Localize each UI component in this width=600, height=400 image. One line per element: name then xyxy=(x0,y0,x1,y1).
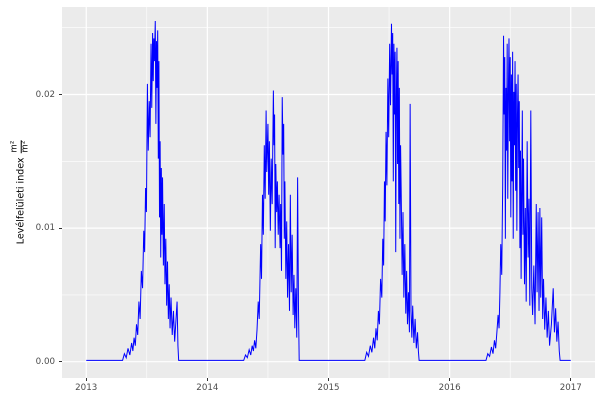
x-axis-tick xyxy=(206,378,208,381)
plot-panel xyxy=(62,7,595,378)
y-axis-tick xyxy=(59,94,62,95)
data-line xyxy=(86,21,571,361)
y-axis-tick-label: 0.02 xyxy=(35,89,55,100)
x-axis-tick-label: 2015 xyxy=(317,383,340,393)
y-axis-unit-denominator: m² xyxy=(20,140,31,153)
x-axis-tick xyxy=(570,378,572,381)
x-axis-tick-label: 2016 xyxy=(438,383,461,393)
x-axis-tick xyxy=(85,378,87,381)
x-axis-tick-label: 2014 xyxy=(196,383,219,393)
y-axis-tick-label: 0.01 xyxy=(35,223,55,234)
y-axis-unit-fraction: m² m² xyxy=(10,139,32,154)
x-axis-tick-label: 2013 xyxy=(75,383,98,393)
y-axis-tick xyxy=(59,361,62,363)
y-axis-tick xyxy=(59,227,62,229)
x-axis-tick-label: 2017 xyxy=(559,383,582,393)
x-axis-tick xyxy=(328,378,329,381)
x-axis-tick xyxy=(449,378,451,381)
y-axis-tick-label: 0.00 xyxy=(35,356,55,367)
